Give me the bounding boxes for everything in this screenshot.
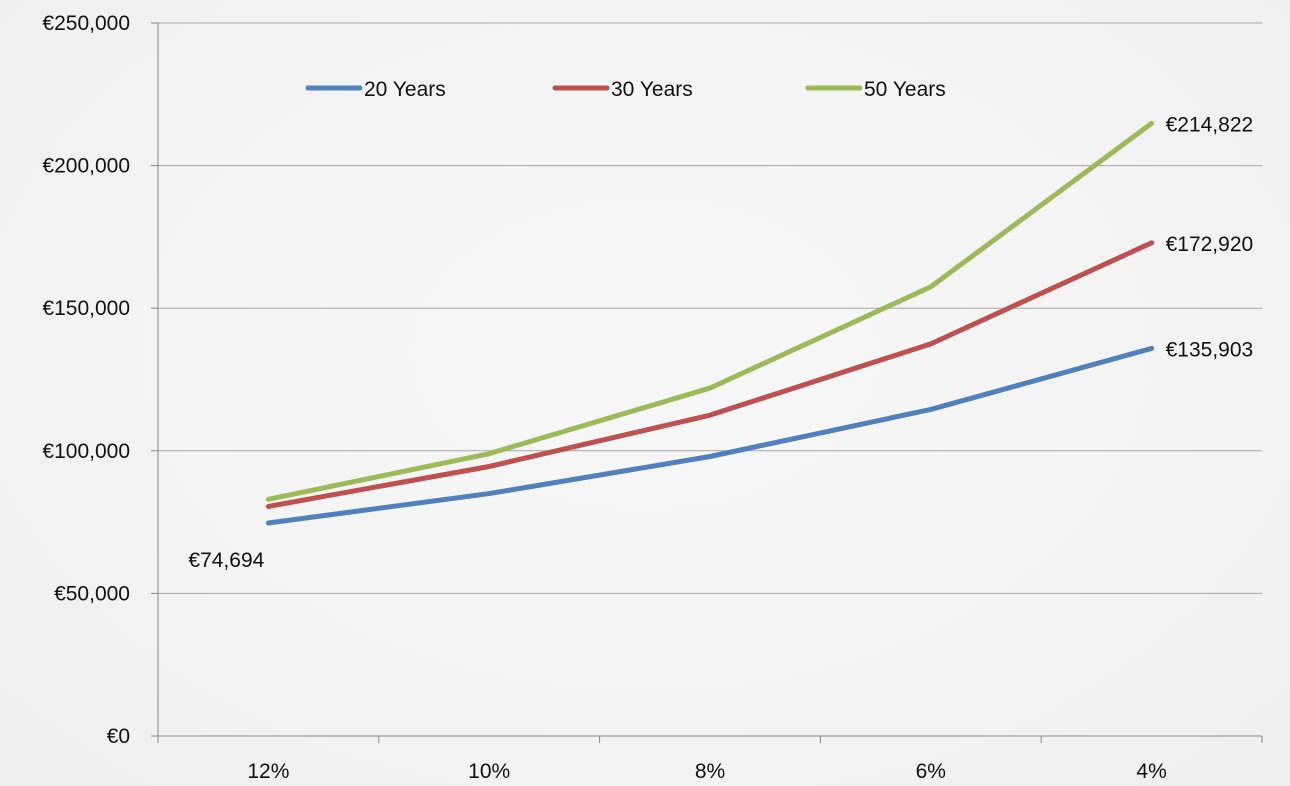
data-label: €172,920 [1166, 233, 1254, 256]
legend-label: 30 Years [611, 78, 693, 101]
x-tick-label: 4% [1136, 760, 1166, 783]
data-labels: €74,694 €135,903 €172,920 €214,822 [188, 113, 1253, 572]
y-tick-label: €50,000 [54, 582, 130, 605]
legend: 20 Years 30 Years 50 Years [305, 78, 946, 101]
x-tick-label: 8% [695, 760, 725, 783]
y-tick-label: €150,000 [42, 297, 130, 320]
legend-label: 20 Years [364, 78, 446, 101]
series-lines [265, 120, 1155, 526]
gridlines [158, 22, 1262, 594]
y-tick-label: €100,000 [42, 440, 130, 463]
legend-label: 50 Years [864, 78, 946, 101]
x-tick-label: 12% [247, 760, 289, 783]
series-line-20-years [265, 345, 1155, 526]
axes: €0 €50,000 €100,000 €150,000 €200,000 €250,00… [42, 12, 1263, 783]
series-line-30-years [265, 240, 1155, 509]
y-tick-label: €200,000 [42, 155, 130, 178]
x-tick-label: 6% [916, 760, 946, 783]
y-tick-label: €0 [107, 725, 130, 748]
series-line-50-years [265, 120, 1155, 502]
data-label: €135,903 [1166, 338, 1254, 361]
data-label: €214,822 [1166, 113, 1254, 136]
x-tick-label: 10% [468, 760, 510, 783]
y-tick-label: €250,000 [42, 12, 130, 35]
data-label: €74,694 [188, 549, 264, 572]
